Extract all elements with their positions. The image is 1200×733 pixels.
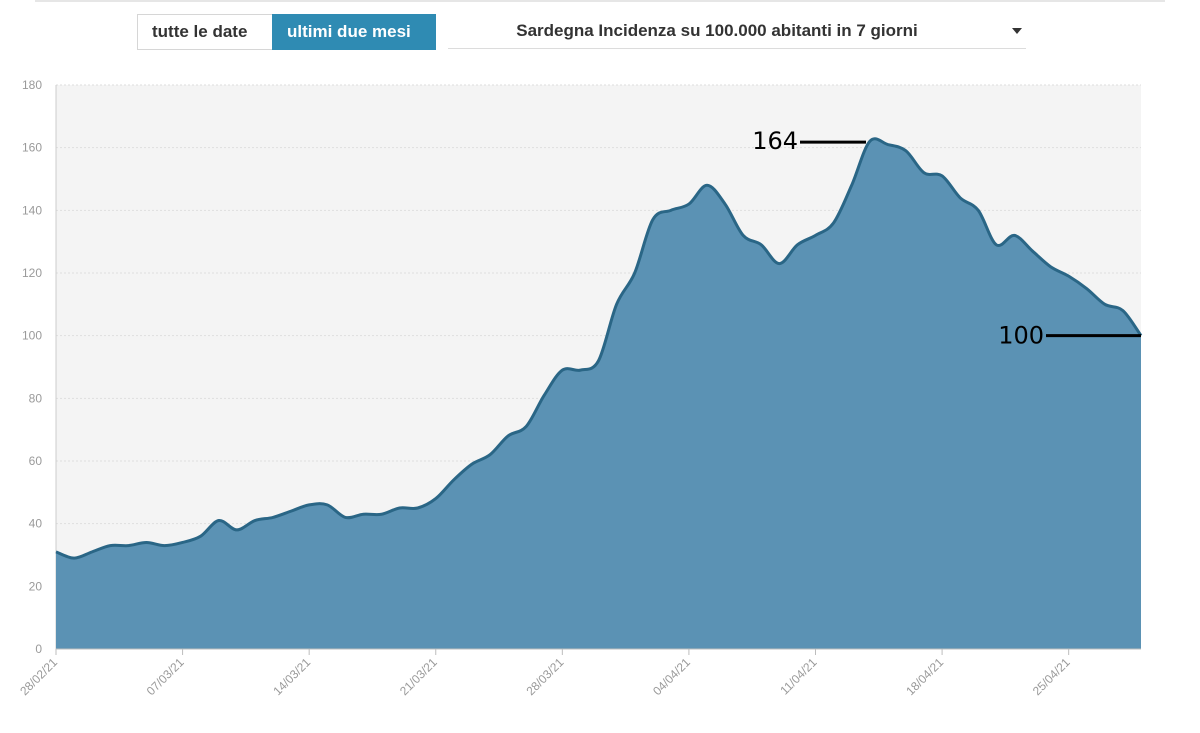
y-tick-label: 60 [29, 454, 43, 468]
x-tick-label: 25/04/21 [1030, 655, 1073, 698]
date-range-toggle: tutte le date ultimi due mesi [137, 14, 436, 50]
x-tick-label: 04/04/21 [650, 655, 693, 698]
x-axis: 28/02/21 07/03/21 14/03/21 21/03/21 28/03/21… [17, 648, 1141, 698]
y-tick-label: 100 [22, 329, 42, 343]
all-dates-button[interactable]: tutte le date [137, 14, 272, 50]
x-tick-label: 28/02/21 [17, 655, 60, 698]
annotation-label: 164 [752, 127, 798, 155]
chevron-down-icon [1012, 28, 1022, 34]
metric-select[interactable]: Sardegna Incidenza su 100.000 abitanti i… [448, 14, 1026, 49]
x-tick-label: 28/03/21 [524, 655, 567, 698]
x-tick-label: 21/03/21 [397, 655, 440, 698]
last-two-months-button[interactable]: ultimi due mesi [272, 14, 436, 50]
x-tick-label: 14/03/21 [270, 655, 313, 698]
y-tick-label: 0 [35, 642, 42, 656]
y-axis: 0 20 40 60 80 100 120 140 160 180 [22, 78, 57, 656]
annotation-label: 100 [998, 322, 1044, 350]
y-tick-label: 180 [22, 78, 42, 92]
annotations: 164 100 [752, 127, 1141, 350]
top-divider [35, 0, 1165, 2]
x-tick-label: 11/04/21 [777, 655, 820, 698]
y-tick-label: 40 [29, 517, 43, 531]
y-tick-label: 160 [22, 141, 42, 155]
y-tick-label: 140 [22, 203, 42, 217]
x-tick-label: 07/03/21 [144, 655, 187, 698]
y-tick-label: 80 [29, 391, 43, 405]
x-tick-label: 18/04/21 [903, 655, 946, 698]
metric-select-label: Sardegna Incidenza su 100.000 abitanti i… [516, 21, 918, 40]
series-area [56, 138, 1141, 649]
y-tick-label: 120 [22, 266, 42, 280]
series-line [55, 137, 1143, 560]
y-tick-label: 20 [29, 579, 43, 593]
